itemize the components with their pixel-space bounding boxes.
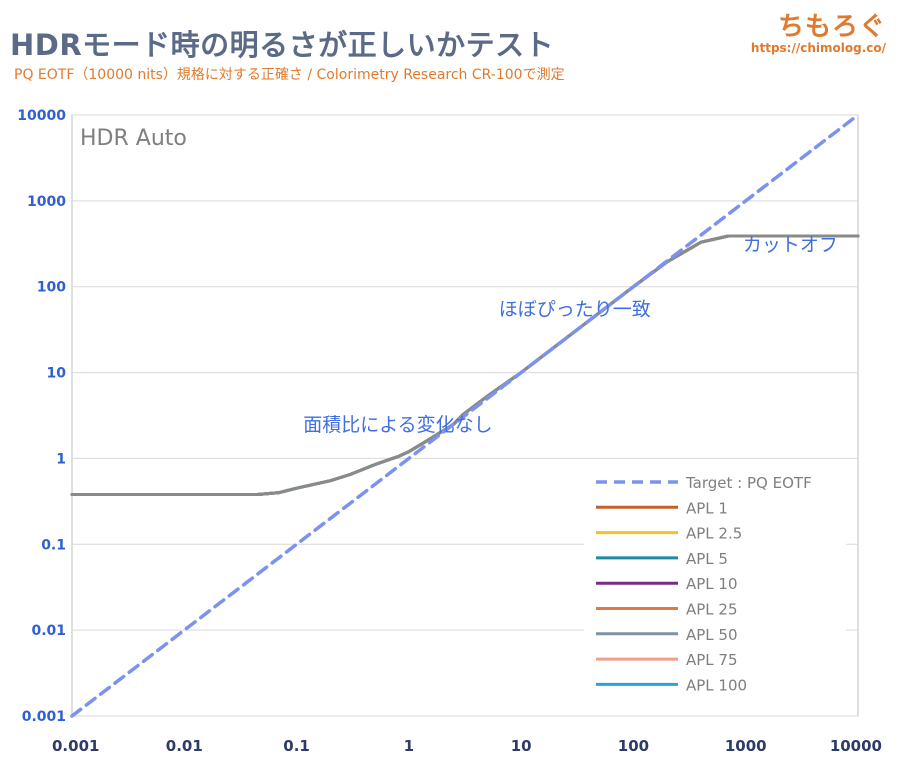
y-tick-label: 1000 <box>27 194 66 210</box>
legend: Target : PQ EOTF APL 1 APL 2.5 APL 5 APL 10 A… <box>584 466 846 700</box>
legend-label: APL 25 <box>686 601 738 619</box>
series-line-apl-100 <box>70 234 860 496</box>
site-logo[interactable]: ちもろぐ https://chimolog.co/ <box>751 6 886 55</box>
legend-label: APL 75 <box>686 651 738 669</box>
x-tick-label: 100 <box>618 737 649 755</box>
y-tick-label: 10000 <box>17 108 66 124</box>
annotations: HDR Auto 面積比による変化なし ほぼぴったり一致 カットオフ <box>80 126 838 436</box>
legend-label: APL 2.5 <box>686 525 742 543</box>
series-line-apl-25 <box>70 234 860 496</box>
legend-label: APL 1 <box>686 499 728 517</box>
legend-label: APL 10 <box>686 575 738 593</box>
x-tick-label: 10 <box>511 737 532 755</box>
y-tick-label: 0.01 <box>31 623 66 639</box>
series-line-apl-2.5 <box>70 234 860 496</box>
measured-line <box>70 234 860 496</box>
x-tick-label: 1000 <box>725 737 767 755</box>
target-line <box>70 113 860 718</box>
y-tick-label: 0.001 <box>22 709 66 725</box>
panel-label: HDR Auto <box>80 126 187 151</box>
x-tick-label: 0.01 <box>166 737 203 755</box>
chart-title: HDRモード時の明るさが正しいかテスト <box>10 28 555 62</box>
logo-text: ちもろぐ <box>777 12 886 42</box>
y-tick-label: 10 <box>47 366 67 382</box>
annotation-label: ほぼぴったり一致 <box>499 299 651 321</box>
x-tick-label: 0.1 <box>283 737 310 755</box>
x-tick-label: 1 <box>404 737 414 755</box>
series-line-apl-75 <box>70 234 860 496</box>
series-line-apl-1 <box>70 234 860 496</box>
x-tick-label: 0.001 <box>52 737 99 755</box>
logo-url: https://chimolog.co/ <box>750 41 886 55</box>
annotation-label: 面積比による変化なし <box>303 414 492 436</box>
series-line-apl-5 <box>70 234 860 496</box>
axes: 0.001 0.01 0.1 1 10 100 1000 10000 0.001 0.01 0.1 1… <box>17 108 882 755</box>
annotation-label: カットオフ <box>743 234 838 256</box>
series-lines <box>70 113 860 718</box>
x-tick-label: 10000 <box>830 737 882 755</box>
y-tick-label: 1 <box>56 451 66 467</box>
legend-label: APL 50 <box>686 626 738 644</box>
y-tick-label: 0.1 <box>41 537 66 553</box>
chart-subtitle: PQ EOTF（10000 nits）規格に対する正確さ / Colorimet… <box>14 67 565 83</box>
y-tick-label: 100 <box>37 280 66 296</box>
series-line-apl-10 <box>70 234 860 496</box>
series-line-apl-50 <box>70 234 860 496</box>
legend-label: APL 100 <box>686 676 747 694</box>
legend-label: Target : PQ EOTF <box>685 474 812 492</box>
legend-label: APL 5 <box>686 550 728 568</box>
